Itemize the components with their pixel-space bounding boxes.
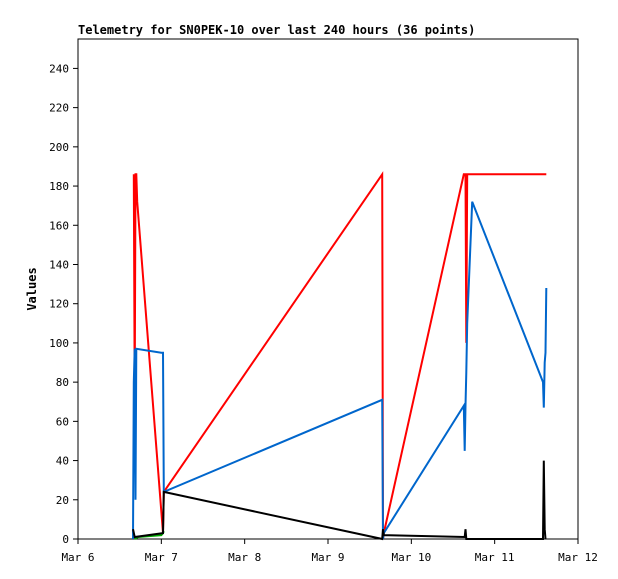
x-tick-label: Mar 8 — [228, 551, 261, 564]
x-tick-label: Mar 6 — [61, 551, 94, 564]
y-tick-label: 240 — [49, 62, 69, 75]
y-tick-label: 160 — [49, 219, 69, 232]
plot-frame — [77, 38, 579, 540]
y-tick-label: 0 — [62, 533, 69, 546]
x-tick-label: Mar 10 — [391, 551, 431, 564]
y-tick-label: 20 — [56, 494, 69, 507]
y-tick-label: 140 — [49, 258, 69, 271]
x-tick-label: Mar 12 — [558, 551, 598, 564]
y-tick-label: 100 — [49, 337, 69, 350]
series-line-0 — [132, 171, 547, 540]
series-line-3 — [132, 460, 547, 541]
x-tick-label: Mar 7 — [145, 551, 178, 564]
y-tick-label: 80 — [56, 376, 69, 389]
series-layer — [132, 171, 548, 541]
x-tick-label: Mar 11 — [475, 551, 515, 564]
y-tick-label: 40 — [56, 455, 69, 468]
y-axis-label: Values — [25, 267, 39, 310]
y-axis-ticks: 0 20 40 60 80 100 120 140 160 180 200 220 240 — [49, 62, 78, 546]
x-axis-ticks: Mar 6 Mar 7 Mar 8 Mar 9 Mar 10 Mar 11 Mar 12 — [61, 539, 598, 564]
y-tick-label: 120 — [49, 298, 69, 311]
y-tick-label: 180 — [49, 180, 69, 193]
x-tick-label: Mar 9 — [311, 551, 344, 564]
y-tick-label: 220 — [49, 102, 69, 115]
y-tick-label: 200 — [49, 141, 69, 154]
series-line-1 — [132, 201, 548, 540]
y-tick-label: 60 — [56, 415, 69, 428]
chart-title: Telemetry for SN0PEK-10 over last 240 ho… — [78, 23, 475, 37]
